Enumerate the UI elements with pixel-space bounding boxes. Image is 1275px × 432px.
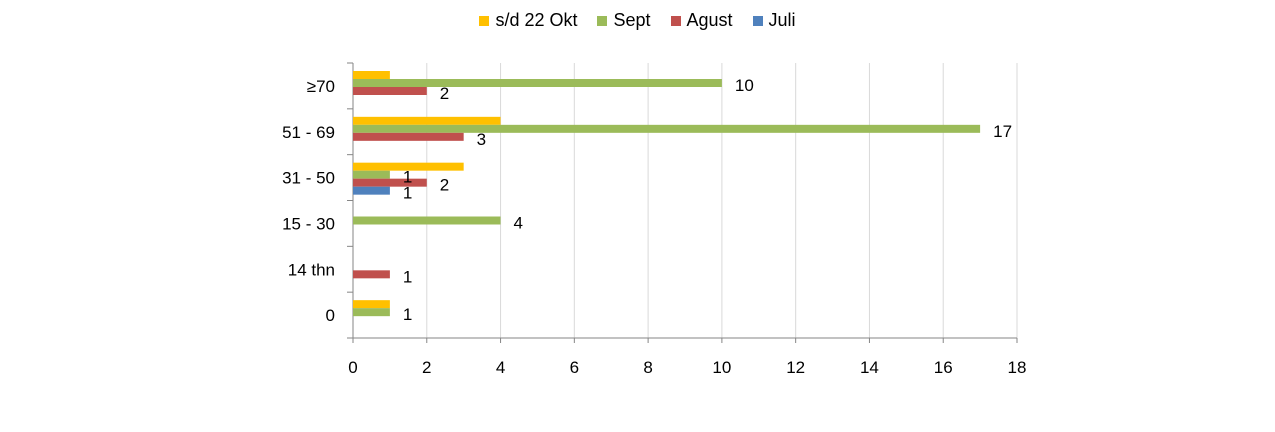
data-label: 17 — [993, 122, 1012, 141]
x-tick-label: 18 — [1008, 358, 1027, 377]
x-tick-label: 6 — [570, 358, 579, 377]
y-category-label: ≥70 — [307, 77, 335, 96]
data-label: 2 — [440, 176, 449, 195]
x-tick-label: 8 — [643, 358, 652, 377]
data-label: 1 — [403, 168, 412, 187]
data-label: 3 — [477, 130, 486, 149]
data-label: 1 — [403, 305, 412, 324]
bar — [353, 300, 390, 309]
bar — [353, 270, 390, 279]
data-label: 2 — [440, 84, 449, 103]
legend: s/d 22 Okt Sept Agust Juli — [0, 10, 1275, 31]
bar — [353, 124, 981, 133]
x-tick-label: 12 — [786, 358, 805, 377]
bar — [353, 170, 390, 179]
legend-label: Juli — [768, 10, 796, 30]
data-label: 4 — [514, 214, 523, 233]
legend-swatch — [597, 15, 608, 26]
x-tick-label: 2 — [422, 358, 431, 377]
legend-item: Juli — [752, 10, 796, 31]
bar — [353, 132, 464, 141]
legend-swatch — [670, 15, 681, 26]
bar — [353, 216, 501, 225]
legend-swatch — [479, 15, 490, 26]
legend-item: s/d 22 Okt — [479, 10, 577, 31]
bar — [353, 116, 501, 125]
data-label: 1 — [403, 267, 412, 286]
legend-label: Agust — [686, 10, 733, 30]
y-category-label: 14 thn — [288, 260, 335, 279]
y-category-label: 0 — [326, 306, 335, 325]
legend-label: Sept — [613, 10, 651, 30]
y-category-label: 15 - 30 — [282, 214, 335, 233]
legend-swatch — [752, 15, 763, 26]
legend-item: Agust — [670, 10, 733, 31]
bar — [353, 87, 427, 95]
y-category-label: 31 - 50 — [282, 169, 335, 188]
x-tick-label: 16 — [934, 358, 953, 377]
legend-item: Sept — [597, 10, 651, 31]
data-label: 10 — [735, 76, 754, 95]
bar — [353, 79, 722, 87]
x-tick-label: 4 — [496, 358, 505, 377]
x-tick-label: 0 — [348, 358, 357, 377]
x-tick-label: 14 — [860, 358, 879, 377]
bar — [353, 162, 464, 171]
legend-label: s/d 22 Okt — [495, 10, 578, 30]
y-category-label: 51 - 69 — [282, 123, 335, 142]
bar — [353, 178, 427, 187]
bar — [353, 71, 390, 79]
x-tick-label: 10 — [712, 358, 731, 377]
bar — [353, 308, 390, 317]
bar — [353, 186, 390, 195]
data-label: 1 — [403, 184, 412, 203]
